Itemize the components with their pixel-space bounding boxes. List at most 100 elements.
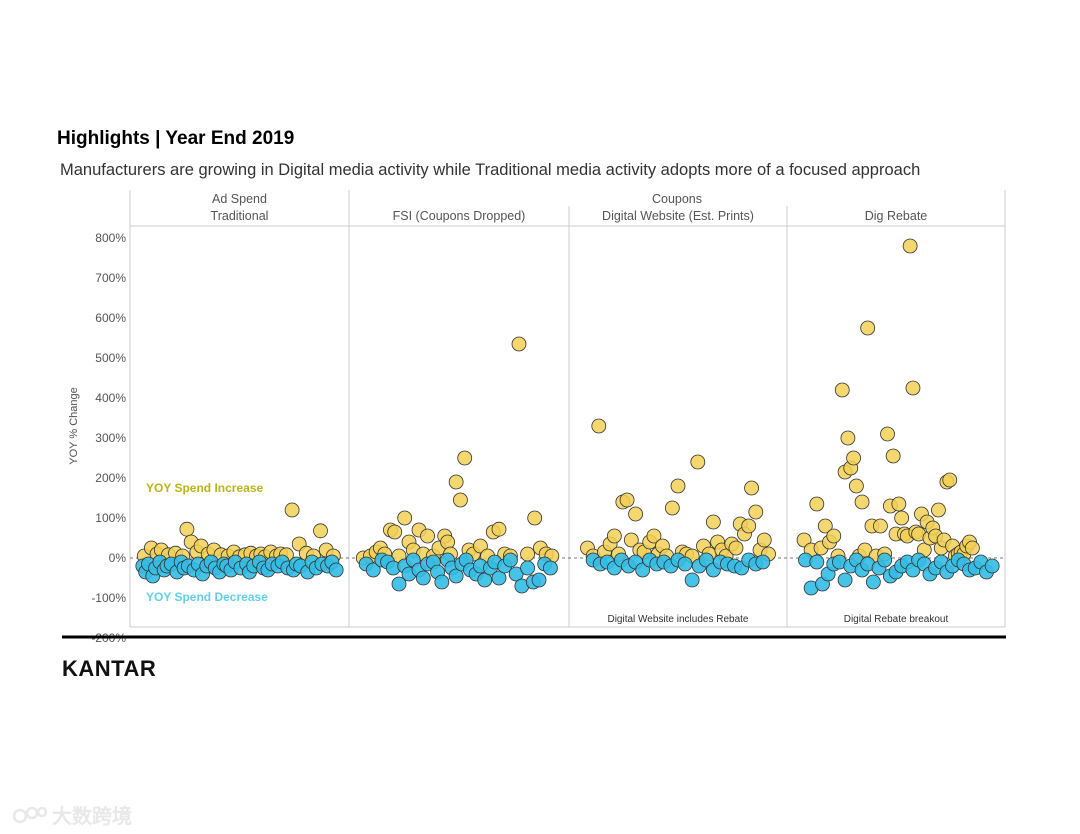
data-point-decrease <box>677 556 693 572</box>
y-tick-label: -100% <box>91 591 126 605</box>
data-point-increase <box>942 472 958 488</box>
data-point-increase <box>931 502 946 518</box>
y-tick-label: 600% <box>95 311 126 325</box>
y-tick-label: 0% <box>109 551 127 565</box>
data-point-decrease <box>415 570 431 586</box>
data-point-increase <box>664 500 680 516</box>
y-tick-label: 300% <box>95 431 126 445</box>
data-point-increase <box>670 478 686 494</box>
data-point-decrease <box>684 572 700 588</box>
y-tick-label: 800% <box>95 231 126 245</box>
data-point-decrease <box>635 562 651 578</box>
data-point-increase <box>964 540 980 556</box>
data-point-increase <box>457 450 473 466</box>
data-point-increase <box>728 540 744 556</box>
data-point-increase <box>628 506 643 522</box>
data-point-increase <box>448 474 464 490</box>
data-point-increase <box>284 502 300 518</box>
data-point-increase <box>387 524 403 540</box>
data-point-increase <box>756 532 772 548</box>
kantar-logo: KANTAR <box>62 656 157 681</box>
y-tick-label: 200% <box>95 471 126 485</box>
data-point-increase <box>748 504 764 520</box>
data-point-decrease <box>543 560 558 576</box>
data-point-decrease <box>328 562 344 578</box>
y-tick-label: 400% <box>95 391 126 405</box>
panel-header-label: Dig Rebate <box>865 209 928 223</box>
data-point-decrease <box>477 572 493 588</box>
y-tick-label: 100% <box>95 511 126 525</box>
y-axis-label: YOY % Change <box>68 387 80 464</box>
data-point-decrease <box>508 566 524 582</box>
data-point-decrease <box>755 554 771 570</box>
data-point-increase <box>520 546 535 562</box>
data-point-increase <box>817 518 833 534</box>
group-header-label: Ad Spend <box>212 192 267 206</box>
data-point-increase <box>860 320 876 336</box>
annotation-increase: YOY Spend Increase <box>146 481 263 495</box>
data-point-decrease <box>877 552 893 568</box>
data-point-increase <box>849 478 864 494</box>
data-point-increase <box>809 496 825 512</box>
data-point-increase <box>744 480 759 496</box>
data-point-increase <box>873 518 888 534</box>
page-subtitle: Manufacturers are growing in Digital med… <box>60 161 921 179</box>
panel-note: Digital Website includes Rebate <box>607 614 748 625</box>
data-point-increase <box>885 448 901 464</box>
data-point-increase <box>453 492 468 508</box>
data-point-increase <box>511 336 527 352</box>
page-title: Highlights | Year End 2019 <box>57 128 295 149</box>
watermark-text: 大数跨境 <box>52 804 132 828</box>
y-tick-label: 700% <box>95 271 126 285</box>
data-point-increase <box>905 380 921 396</box>
annotation-decrease: YOY Spend Decrease <box>146 590 268 604</box>
data-point-increase <box>796 532 812 548</box>
data-point-increase <box>880 426 895 442</box>
data-point-increase <box>606 528 622 544</box>
y-tick-label: 500% <box>95 351 126 365</box>
data-point-increase <box>646 528 662 544</box>
data-point-decrease <box>391 576 407 592</box>
data-point-increase <box>705 514 721 530</box>
data-point-decrease <box>837 572 853 588</box>
data-point-increase <box>854 494 870 510</box>
data-point-increase <box>894 510 910 526</box>
data-point-increase <box>591 418 607 434</box>
data-point-decrease <box>520 560 535 576</box>
data-point-decrease <box>491 570 507 586</box>
data-point-increase <box>527 510 543 526</box>
data-point-increase <box>690 454 706 470</box>
data-point-increase <box>397 510 413 526</box>
data-point-increase <box>179 521 195 537</box>
data-point-decrease <box>365 562 381 578</box>
data-point-increase <box>840 430 856 446</box>
data-point-increase <box>826 528 842 544</box>
data-point-decrease <box>984 558 1000 574</box>
data-point-increase <box>891 496 907 512</box>
panel-header-label: Digital Website (Est. Prints) <box>602 209 754 223</box>
data-point-increase <box>846 450 861 466</box>
data-point-increase <box>834 382 850 398</box>
data-point-increase <box>473 538 488 554</box>
panel-header-label: FSI (Coupons Dropped) <box>393 209 526 223</box>
data-point-decrease <box>531 572 547 588</box>
data-point-increase <box>902 238 918 254</box>
data-point-decrease <box>503 552 518 568</box>
data-point-increase <box>623 532 639 548</box>
data-point-increase <box>313 523 328 539</box>
data-point-increase <box>619 492 635 508</box>
watermark: 大数跨境 <box>12 800 132 829</box>
data-point-decrease <box>448 568 464 584</box>
data-point-decrease <box>809 554 825 570</box>
data-point-decrease <box>698 552 714 568</box>
data-point-increase <box>420 528 435 544</box>
data-point-decrease <box>434 574 450 590</box>
panel-note: Digital Rebate breakout <box>844 614 949 625</box>
watermark-logo-icon <box>12 806 48 823</box>
data-point-decrease <box>865 574 881 590</box>
group-header-label: Coupons <box>652 192 702 206</box>
data-point-increase <box>491 521 507 537</box>
data-point-increase <box>741 518 757 534</box>
panel-header-label: Traditional <box>211 209 269 223</box>
